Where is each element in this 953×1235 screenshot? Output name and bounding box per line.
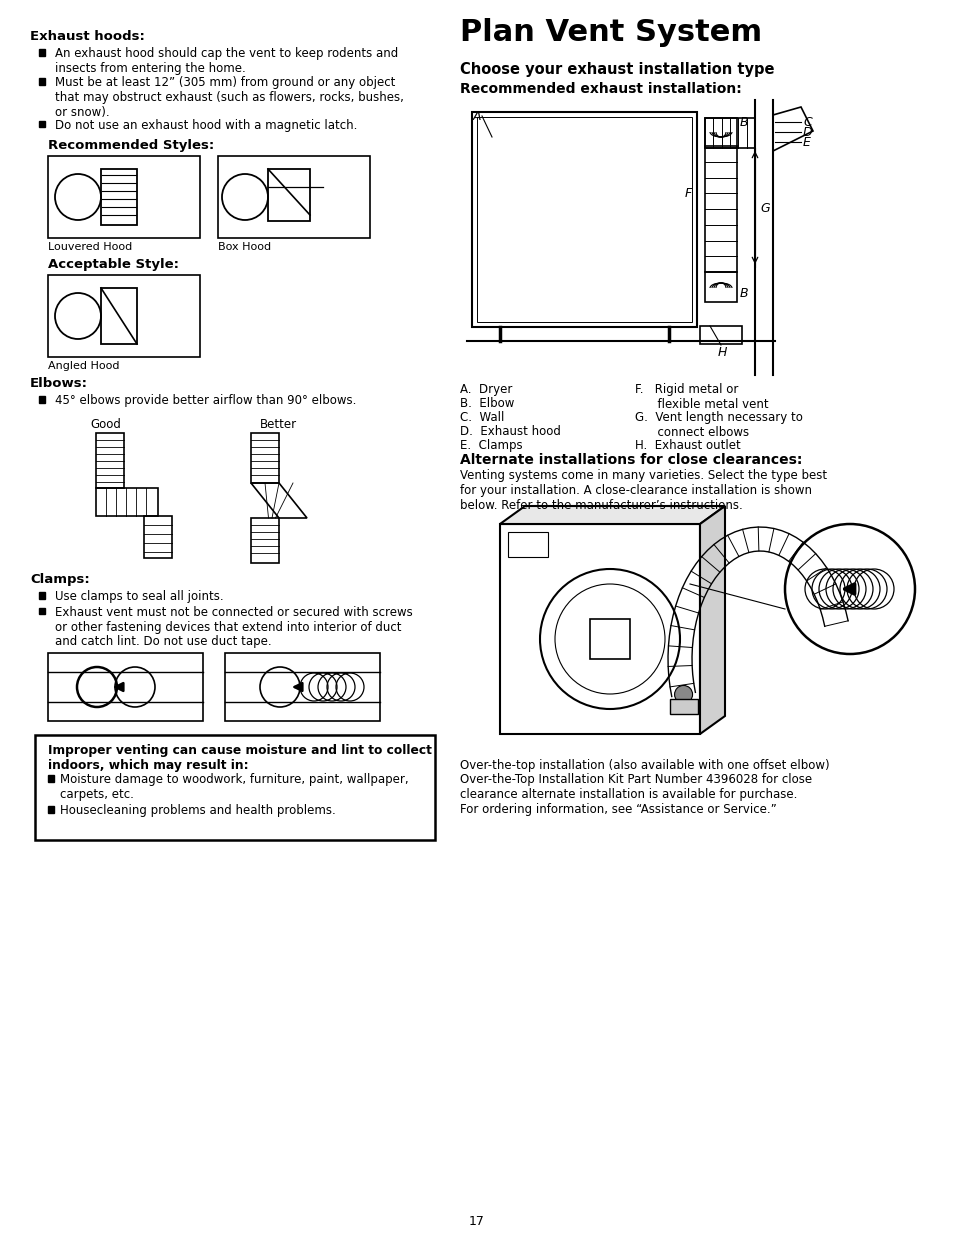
Bar xyxy=(39,396,46,403)
Circle shape xyxy=(826,615,844,632)
Text: G.  Vent length necessary to
      connect elbows: G. Vent length necessary to connect elbo… xyxy=(635,411,802,438)
Text: Better: Better xyxy=(260,417,296,431)
Bar xyxy=(507,532,547,557)
Text: B: B xyxy=(740,287,748,300)
Bar xyxy=(589,619,629,659)
Text: Elbows:: Elbows: xyxy=(30,377,88,390)
Text: F.   Rigid metal or
      flexible metal vent: F. Rigid metal or flexible metal vent xyxy=(635,383,768,411)
Text: Housecleaning problems and health problems.: Housecleaning problems and health proble… xyxy=(60,804,335,818)
Text: Over-the-top installation (also available with one offset elbow): Over-the-top installation (also availabl… xyxy=(459,760,829,772)
Bar xyxy=(39,593,46,599)
Text: Clamps:: Clamps: xyxy=(30,573,90,585)
Polygon shape xyxy=(700,506,724,734)
Text: Plan Vent System: Plan Vent System xyxy=(459,19,761,47)
Bar xyxy=(144,516,172,558)
Bar xyxy=(48,653,203,721)
Bar xyxy=(700,326,741,345)
Bar xyxy=(704,119,737,148)
Text: Box Hood: Box Hood xyxy=(218,242,271,252)
Bar xyxy=(101,288,137,345)
Bar xyxy=(48,806,54,813)
Circle shape xyxy=(784,524,914,655)
Text: E.  Clamps: E. Clamps xyxy=(459,438,522,452)
Bar xyxy=(218,156,370,238)
Text: Acceptable Style:: Acceptable Style: xyxy=(48,258,179,270)
Text: E: E xyxy=(802,136,810,149)
Bar xyxy=(225,653,379,721)
Text: Recommended exhaust installation:: Recommended exhaust installation: xyxy=(459,82,741,96)
Text: Recommended Styles:: Recommended Styles: xyxy=(48,140,214,152)
Polygon shape xyxy=(499,506,724,524)
Text: Alternate installations for close clearances:: Alternate installations for close cleara… xyxy=(459,453,801,467)
Bar xyxy=(96,433,124,488)
Text: A: A xyxy=(473,110,481,124)
Text: C: C xyxy=(802,116,811,128)
Bar xyxy=(669,699,697,715)
Bar xyxy=(704,272,737,303)
Circle shape xyxy=(674,685,692,704)
Bar xyxy=(499,524,700,734)
Text: B.  Elbow: B. Elbow xyxy=(459,396,514,410)
Text: Louvered Hood: Louvered Hood xyxy=(48,242,132,252)
Bar xyxy=(251,433,278,483)
Text: Moisture damage to woodwork, furniture, paint, wallpaper,
carpets, etc.: Moisture damage to woodwork, furniture, … xyxy=(60,773,408,802)
Text: B: B xyxy=(740,116,748,128)
Bar xyxy=(821,629,849,643)
Bar xyxy=(101,169,137,225)
Bar xyxy=(472,112,697,327)
Text: Use clamps to seal all joints.: Use clamps to seal all joints. xyxy=(55,590,223,603)
Bar xyxy=(476,117,691,322)
Text: H: H xyxy=(718,346,726,359)
Bar xyxy=(48,776,54,782)
Bar xyxy=(39,78,46,85)
Text: A.  Dryer: A. Dryer xyxy=(459,383,512,396)
Text: An exhaust hood should cap the vent to keep rodents and
insects from entering th: An exhaust hood should cap the vent to k… xyxy=(55,47,397,75)
Bar xyxy=(48,156,200,238)
Text: D: D xyxy=(802,126,812,140)
Bar xyxy=(39,121,46,127)
Text: C.  Wall: C. Wall xyxy=(459,411,504,424)
Bar xyxy=(35,735,435,840)
Text: D.  Exhaust hood: D. Exhaust hood xyxy=(459,425,560,438)
Text: Angled Hood: Angled Hood xyxy=(48,361,119,370)
Text: F: F xyxy=(684,186,692,200)
Text: Good: Good xyxy=(90,417,121,431)
Text: 17: 17 xyxy=(469,1215,484,1228)
Text: Choose your exhaust installation type: Choose your exhaust installation type xyxy=(459,62,774,77)
Bar xyxy=(704,119,754,148)
Text: 45° elbows provide better airflow than 90° elbows.: 45° elbows provide better airflow than 9… xyxy=(55,394,356,408)
Text: H.  Exhaust outlet: H. Exhaust outlet xyxy=(635,438,740,452)
Bar xyxy=(268,169,310,221)
Bar xyxy=(48,275,200,357)
Text: Improper venting can cause moisture and lint to collect
indoors, which may resul: Improper venting can cause moisture and … xyxy=(48,743,432,772)
Text: Venting systems come in many varieties. Select the type best
for your installati: Venting systems come in many varieties. … xyxy=(459,469,826,513)
Text: Over-the-Top Installation Kit Part Number 4396028 for close
clearance alternate : Over-the-Top Installation Kit Part Numbe… xyxy=(459,773,811,816)
Text: Exhaust hoods:: Exhaust hoods: xyxy=(30,30,145,43)
Text: Do not use an exhaust hood with a magnetic latch.: Do not use an exhaust hood with a magnet… xyxy=(55,119,357,131)
Bar xyxy=(39,49,46,56)
Bar xyxy=(39,608,46,614)
Bar xyxy=(704,146,737,272)
Text: Must be at least 12” (305 mm) from ground or any object
that may obstruct exhaus: Must be at least 12” (305 mm) from groun… xyxy=(55,77,403,119)
Bar xyxy=(251,517,278,563)
Text: Exhaust vent must not be connected or secured with screws
or other fastening dev: Exhaust vent must not be connected or se… xyxy=(55,605,413,648)
Text: G: G xyxy=(760,203,769,215)
Bar xyxy=(96,488,158,516)
